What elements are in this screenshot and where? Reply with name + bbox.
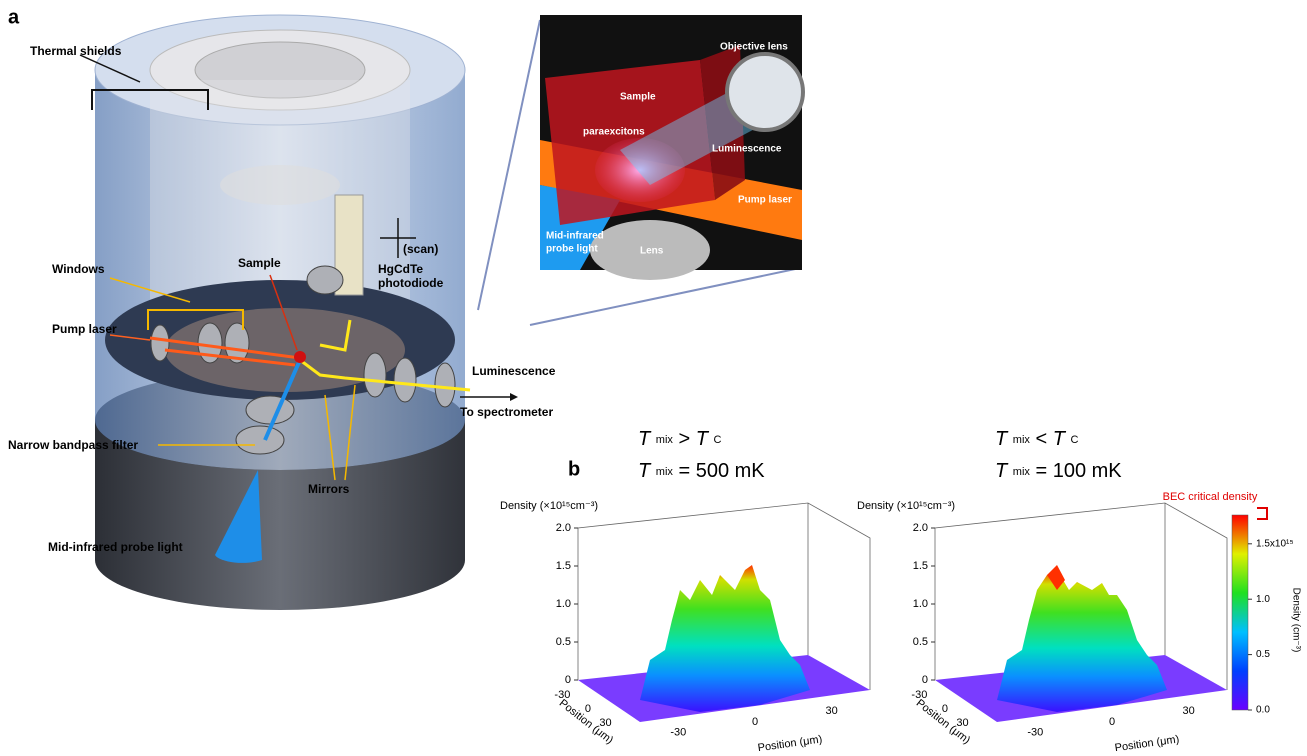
condition-part: = (1035, 460, 1047, 482)
colorbar-title: BEC critical density (1163, 491, 1258, 503)
label: Sample (238, 256, 281, 270)
z-tick-label: 0 (922, 674, 928, 686)
label: Thermal shields (30, 44, 122, 58)
x-tick-label: 0 (1109, 716, 1115, 728)
z-tick-label: 1.5 (913, 560, 928, 572)
label: (scan) (403, 242, 438, 256)
panel-label: b (568, 458, 580, 480)
z-tick-label: 2.0 (556, 522, 571, 534)
colorbar (1232, 515, 1248, 710)
condition-part: T (696, 428, 710, 450)
surface (997, 570, 1167, 712)
condition: T mix > T C (638, 428, 721, 450)
condition-part: T (1053, 428, 1067, 450)
condition-part: T (995, 428, 1009, 450)
condition-part: T (638, 428, 652, 450)
label: Pump laser (738, 195, 792, 206)
axis-title: Position (μm) (1114, 733, 1180, 751)
colorbar-tick-label: 0.5 (1256, 649, 1270, 660)
label: Narrow bandpass filter (8, 438, 138, 452)
condition: T mix = 500 mK (638, 460, 765, 482)
condition-part: 500 mK (696, 460, 766, 482)
figure: a Thermal shields Windows Pump laser Nar… (0, 0, 1307, 751)
inset: Objective lens Sample paraexcitons Lumin… (540, 15, 803, 280)
surface-plots: 2.0 1.5 1.0 0.5 0 Density (×10¹⁵cm⁻³) -30 -30 0 0… (500, 428, 1227, 751)
condition-part: mix (656, 434, 674, 446)
x-tick-label: 0 (752, 716, 758, 728)
condition-part: = (678, 460, 690, 482)
label: Luminescence (712, 144, 782, 155)
condition: T mix = 100 mK (995, 460, 1122, 482)
condition-part: T (638, 460, 652, 482)
label: Mirrors (308, 482, 350, 496)
label: To spectrometer (460, 405, 553, 419)
condition-part: < (1035, 428, 1047, 450)
x-tick-label: 30 (1183, 705, 1195, 717)
label: Luminescence (472, 364, 556, 378)
condition-part: > (678, 428, 690, 450)
label: Lens (640, 246, 664, 257)
surface (640, 565, 810, 712)
condition-part: mix (1013, 434, 1031, 446)
condition: T mix < T C (995, 428, 1078, 450)
cryostat (95, 15, 470, 610)
condition-part: C (1070, 434, 1078, 446)
label: Mid-infrared (546, 231, 604, 242)
colorbar-tick-label: 1.0 (1256, 594, 1270, 605)
z-tick-label: 1.5 (556, 560, 571, 572)
condition-part: T (995, 460, 1009, 482)
label: photodiode (378, 276, 444, 290)
axis-title: Density (×10¹⁵cm⁻³) (500, 500, 598, 512)
label: probe light (546, 244, 598, 255)
x-tick-label: -30 (1027, 727, 1043, 739)
label: HgCdTe (378, 262, 423, 276)
label: Objective lens (720, 42, 788, 53)
axis-title: Density (×10¹⁵cm⁻³) (857, 500, 955, 512)
panel-label: a (8, 6, 20, 28)
z-tick-label: 0.5 (913, 636, 928, 648)
condition-part: mix (1013, 466, 1031, 478)
x-tick-label: -30 (670, 727, 686, 739)
z-tick-label: 0 (565, 674, 571, 686)
condition-part: C (713, 434, 721, 446)
label: Sample (620, 92, 656, 103)
z-tick-label: 1.0 (556, 598, 571, 610)
label: paraexcitons (583, 127, 645, 138)
axis-title: Position (μm) (757, 733, 823, 751)
x-tick-label: 30 (826, 705, 838, 717)
colorbar-label: Density (cm⁻³) (1290, 588, 1301, 653)
z-tick-label: 1.0 (913, 598, 928, 610)
condition-part: 100 mK (1053, 460, 1123, 482)
colorbar-tick-label: 1.5x10¹⁵ (1256, 538, 1294, 549)
label: Pump laser (52, 322, 117, 336)
z-tick-label: 0.5 (556, 636, 571, 648)
colorbar-tick-label: 0.0 (1256, 705, 1270, 716)
condition-part: mix (656, 466, 674, 478)
label: Windows (52, 262, 105, 276)
label: Mid-infrared probe light (48, 540, 183, 554)
z-tick-label: 2.0 (913, 522, 928, 534)
